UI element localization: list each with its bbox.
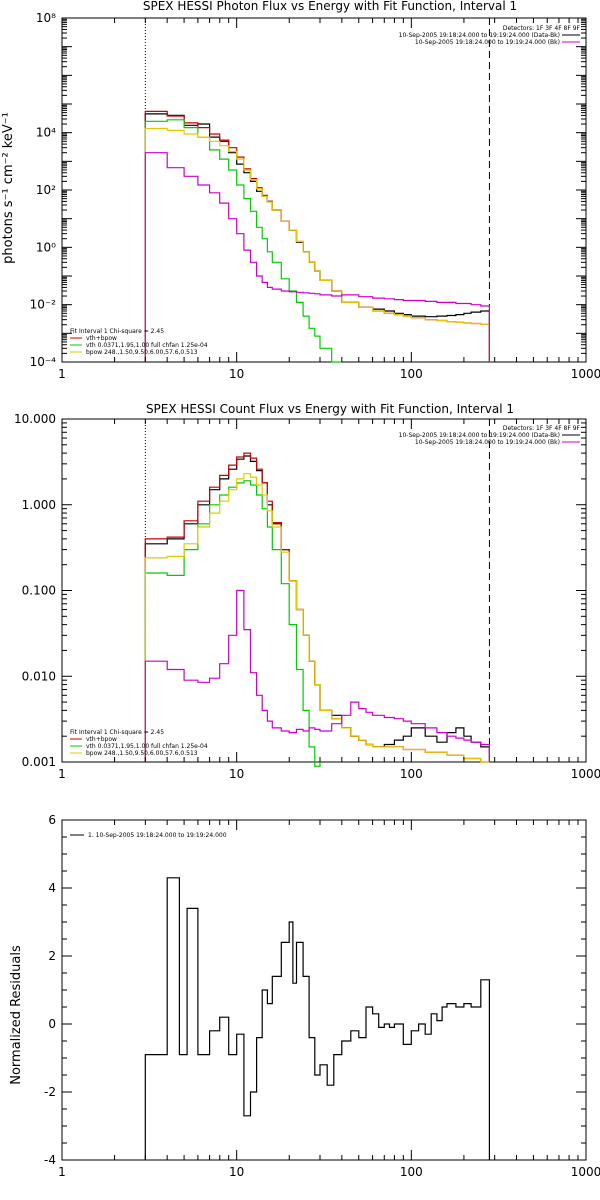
photon-y-tick-label: 10⁻⁴	[30, 355, 57, 369]
count-legend-vth: vth 0.0371,1.95,1.00 full chfan 1.25e-04	[86, 743, 208, 750]
residuals-y-tick-label: 6	[48, 813, 56, 827]
count-series-vth	[144, 480, 321, 767]
residuals-x-tick-label: 1	[58, 1165, 66, 1179]
photon-legend-fit-interval: Fit Interval 1 Chi-square = 2.45	[70, 328, 164, 335]
count-x-tick-label: 1	[58, 767, 66, 781]
count-series-background	[144, 589, 490, 762]
photon-y-tick-label: 10²	[36, 183, 56, 197]
photon-y-axis-label: photons s⁻¹ cm⁻² keV⁻¹	[1, 112, 16, 264]
residuals-x-tick-label: 10	[229, 1165, 244, 1179]
count-legend-left: Fit Interval 1 Chi-square = 2.45 vth+bpo…	[70, 729, 208, 757]
residuals-y-axis-label: Normalized Residuals	[9, 945, 24, 1085]
photon-y-tick-label: 10⁰	[36, 240, 56, 254]
residuals-x-tick-label: 1000	[571, 1165, 600, 1179]
photon-y-tick-label: 10⁻²	[30, 298, 57, 312]
count-flux-panel: SPEX HESSI Count Flux vs Energy with Fit…	[14, 402, 600, 781]
residuals-legend-label: 1. 10-Sep-2005 19:18:24.000 to 19:19:24.…	[88, 832, 227, 839]
photon-x-tick-label: 100	[400, 367, 423, 381]
count-legend-fit-interval: Fit Interval 1 Chi-square = 2.45	[70, 729, 164, 736]
count-chart-title: SPEX HESSI Count Flux vs Energy with Fit…	[146, 402, 514, 416]
residuals-y-tick-label: 4	[48, 881, 56, 895]
photon-y-tick-label: 10⁴	[36, 126, 56, 140]
photon-series-bpow	[144, 127, 490, 362]
photon-legend-data-bk: 10-Sep-2005 19:18:24.000 to 19:19:24.000…	[399, 32, 560, 39]
count-x-tick-label: 100	[400, 767, 423, 781]
count-y-tick-label: 10.000	[14, 412, 56, 426]
photon-legend-bk: 10-Sep-2005 19:18:24.000 to 19:19:24.000…	[415, 39, 560, 46]
residuals-legend: 1. 10-Sep-2005 19:18:24.000 to 19:19:24.…	[70, 832, 227, 839]
count-series-bpow	[144, 473, 490, 763]
residuals-panel: Normalized Residuals 1 10 100 1000-4-20246 …	[9, 813, 600, 1179]
photon-legend-vth: vth 0.0371,1.95,1.00 full chfan 1.25e-04	[86, 342, 208, 349]
count-legend-bpow: bpow 248.,1.50,9.50,6.00,57.6,0.513	[86, 750, 198, 757]
residuals-y-tick-label: -2	[44, 1085, 56, 1099]
count-series-total	[144, 455, 490, 762]
photon-y-tick-label: 10⁸	[36, 11, 56, 25]
photon-legend-detectors: Detectors: 1F 3F 4F 8F 9F	[503, 25, 581, 32]
count-legend-data-bk: 10-Sep-2005 19:18:24.000 to 19:19:24.000…	[399, 432, 560, 439]
photon-legend-left: Fit Interval 1 Chi-square = 2.45 vth+bpo…	[70, 328, 208, 356]
photon-x-tick-label: 10	[229, 367, 244, 381]
photon-series-background	[144, 152, 490, 362]
photon-legend-bpow: bpow 248.,1.50,9.50,6.00,57.6,0.513	[86, 349, 198, 356]
residuals-y-tick-label: 0	[48, 1017, 56, 1031]
photon-series-total	[144, 113, 490, 362]
photon-legend-right: Detectors: 1F 3F 4F 8F 9F 10-Sep-2005 19…	[399, 25, 581, 46]
count-y-tick-label: 1.000	[22, 498, 56, 512]
count-series-model_sum	[144, 452, 490, 763]
count-legend-right: Detectors: 1F 3F 4F 8F 9F 10-Sep-2005 19…	[399, 425, 581, 446]
count-legend-bk: 10-Sep-2005 19:18:24.000 to 19:19:24.000…	[415, 439, 560, 446]
count-x-tick-label: 1000	[571, 767, 600, 781]
photon-plot-frame	[61, 17, 587, 363]
photon-legend-sum: vth+bpow	[86, 335, 117, 342]
photon-x-tick-label: 1	[58, 367, 66, 381]
count-legend-detectors: Detectors: 1F 3F 4F 8F 9F	[503, 425, 581, 432]
photon-series-model_sum	[144, 110, 490, 362]
count-x-tick-label: 10	[229, 767, 244, 781]
residuals-y-tick-label: 2	[48, 949, 56, 963]
count-y-tick-label: 0.010	[22, 669, 56, 683]
photon-chart-title: SPEX HESSI Photon Flux vs Energy with Fi…	[143, 0, 517, 13]
residuals-series-data	[144, 877, 490, 1160]
residuals-y-tick-label: -4	[44, 1153, 56, 1167]
residuals-x-tick-label: 100	[400, 1165, 423, 1179]
residuals-plot-frame	[61, 819, 587, 1161]
count-y-tick-label: 0.100	[22, 584, 56, 598]
photon-x-tick-label: 1000	[571, 367, 600, 381]
photon-flux-panel: SPEX HESSI Photon Flux vs Energy with Fi…	[1, 0, 600, 381]
count-legend-sum: vth+bpow	[86, 736, 117, 743]
count-y-tick-label: 0.001	[22, 755, 56, 769]
